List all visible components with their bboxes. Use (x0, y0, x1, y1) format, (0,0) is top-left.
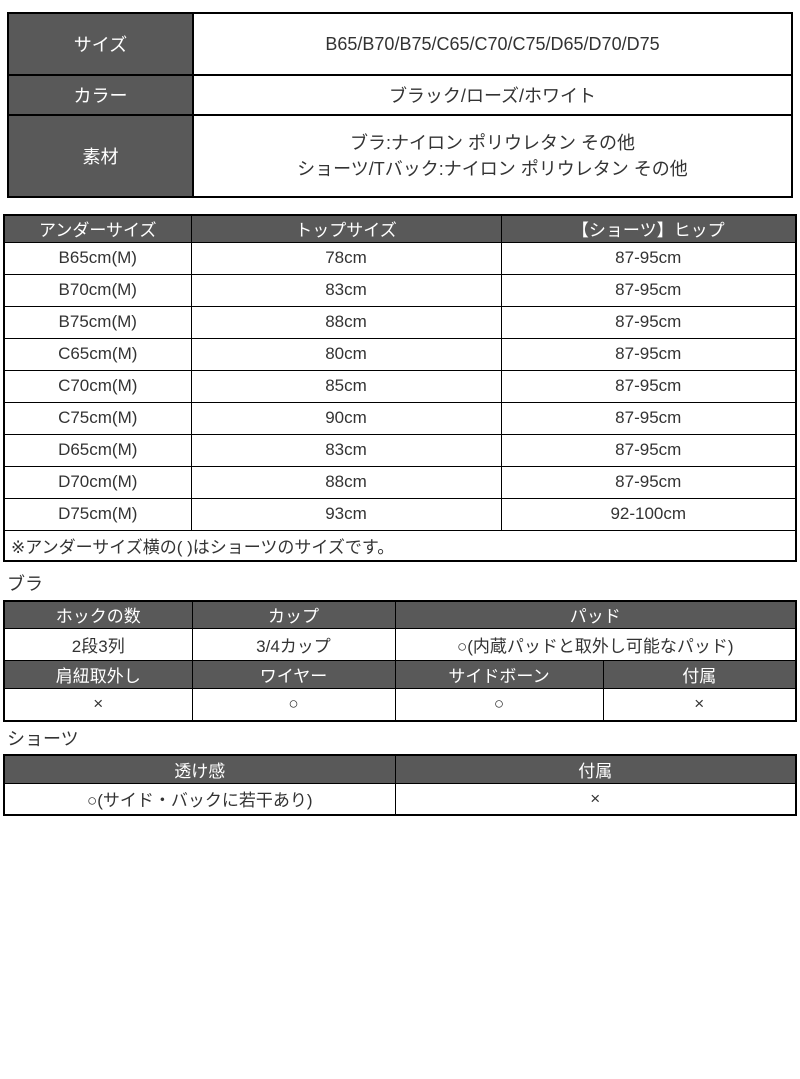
hip-cell: 92-100cm (500, 497, 797, 531)
spec-row-size: サイズ B65/B70/B75/C65/C70/C75/D65/D70/D75 (7, 12, 793, 76)
hip-cell: 87-95cm (500, 465, 797, 499)
size-row: B75cm(M) 88cm 87-95cm (3, 305, 797, 339)
col-header-accessory: 付属 (602, 660, 797, 690)
under-size-cell: C70cm(M) (3, 369, 192, 403)
spec-value-color: ブラック/ローズ/ホワイト (192, 74, 793, 116)
bra-header-row-2: 肩紐取外し ワイヤー サイドボーン 付属 (3, 660, 797, 690)
spec-label-material: 素材 (7, 114, 194, 198)
bra-header-row-1: ホックの数 カップ パッド (3, 600, 797, 630)
hip-cell: 87-95cm (500, 241, 797, 275)
shorts-spec-table: 透け感 付属 ○(サイド・バックに若干あり) × (3, 754, 797, 817)
shorts-accessory-cell: × (394, 782, 797, 816)
top-size-cell: 83cm (190, 433, 502, 467)
col-header-side-bone: サイドボーン (394, 660, 604, 690)
size-row: D70cm(M) 88cm 87-95cm (3, 465, 797, 499)
strap-removable-cell: × (3, 688, 193, 722)
under-size-cell: B70cm(M) (3, 273, 192, 307)
spec-value-material: ブラ:ナイロン ポリウレタン その他 ショーツ/Tバック:ナイロン ポリウレタン… (192, 114, 793, 198)
col-header-cup: カップ (191, 600, 396, 630)
size-row: B65cm(M) 78cm 87-95cm (3, 241, 797, 275)
bra-spec-table: ホックの数 カップ パッド 2段3列 3/4カップ ○(内蔵パッドと取外し可能な… (3, 599, 797, 722)
size-row: B70cm(M) 83cm 87-95cm (3, 273, 797, 307)
product-spec-page: サイズ B65/B70/B75/C65/C70/C75/D65/D70/D75 … (0, 12, 800, 817)
size-row: C75cm(M) 90cm 87-95cm (3, 401, 797, 435)
spec-row-material: 素材 ブラ:ナイロン ポリウレタン その他 ショーツ/Tバック:ナイロン ポリウ… (7, 114, 793, 198)
side-bone-cell: ○ (394, 688, 604, 722)
size-note-text: ※アンダーサイズ横の( )はショーツのサイズです。 (3, 529, 797, 562)
size-chart-table: アンダーサイズ トップサイズ 【ショーツ】ヒップ B65cm(M) 78cm 8… (3, 214, 797, 562)
spec-row-color: カラー ブラック/ローズ/ホワイト (7, 74, 793, 116)
top-size-cell: 90cm (190, 401, 502, 435)
size-chart-header-row: アンダーサイズ トップサイズ 【ショーツ】ヒップ (3, 214, 797, 243)
hip-cell: 87-95cm (500, 369, 797, 403)
top-size-cell: 80cm (190, 337, 502, 371)
hip-cell: 87-95cm (500, 401, 797, 435)
spec-label-size: サイズ (7, 12, 194, 76)
shorts-value-row: ○(サイド・バックに若干あり) × (3, 782, 797, 816)
top-size-cell: 78cm (190, 241, 502, 275)
material-line-shorts: ショーツ/Tバック:ナイロン ポリウレタン その他 (297, 159, 688, 179)
col-header-under-size: アンダーサイズ (3, 214, 192, 243)
size-row: C65cm(M) 80cm 87-95cm (3, 337, 797, 371)
top-size-cell: 83cm (190, 273, 502, 307)
bra-value-row-2: × ○ ○ × (3, 688, 797, 722)
size-note-row: ※アンダーサイズ横の( )はショーツのサイズです。 (3, 529, 797, 562)
wire-cell: ○ (191, 688, 396, 722)
product-spec-table: サイズ B65/B70/B75/C65/C70/C75/D65/D70/D75 … (7, 12, 793, 198)
col-header-hook-count: ホックの数 (3, 600, 193, 630)
under-size-cell: C65cm(M) (3, 337, 192, 371)
cup-cell: 3/4カップ (191, 628, 396, 662)
hip-cell: 87-95cm (500, 433, 797, 467)
size-row: D65cm(M) 83cm 87-95cm (3, 433, 797, 467)
spec-value-size: B65/B70/B75/C65/C70/C75/D65/D70/D75 (192, 12, 793, 76)
under-size-cell: B75cm(M) (3, 305, 192, 339)
hip-cell: 87-95cm (500, 337, 797, 371)
col-header-wire: ワイヤー (191, 660, 396, 690)
accessory-cell: × (602, 688, 797, 722)
sheerness-cell: ○(サイド・バックに若干あり) (3, 782, 396, 816)
bra-section-label: ブラ (7, 574, 43, 594)
col-header-sheerness: 透け感 (3, 754, 396, 784)
top-size-cell: 88cm (190, 305, 502, 339)
hook-count-cell: 2段3列 (3, 628, 193, 662)
col-header-shorts-hip: 【ショーツ】ヒップ (500, 214, 797, 243)
col-header-pad: パッド (394, 600, 797, 630)
under-size-cell: B65cm(M) (3, 241, 192, 275)
shorts-section-label: ショーツ (7, 728, 79, 749)
top-size-cell: 93cm (190, 497, 502, 531)
top-size-cell: 85cm (190, 369, 502, 403)
hip-cell: 87-95cm (500, 305, 797, 339)
pad-cell: ○(内蔵パッドと取外し可能なパッド) (394, 628, 797, 662)
under-size-cell: D70cm(M) (3, 465, 192, 499)
hip-cell: 87-95cm (500, 273, 797, 307)
col-header-strap-removable: 肩紐取外し (3, 660, 193, 690)
material-line-bra: ブラ:ナイロン ポリウレタン その他 (349, 132, 635, 153)
shorts-header-row: 透け感 付属 (3, 754, 797, 784)
under-size-cell: D65cm(M) (3, 433, 192, 467)
top-size-cell: 88cm (190, 465, 502, 499)
col-header-top-size: トップサイズ (190, 214, 502, 243)
size-row: D75cm(M) 93cm 92-100cm (3, 497, 797, 531)
under-size-cell: C75cm(M) (3, 401, 192, 435)
spec-label-color: カラー (7, 74, 194, 116)
col-header-shorts-accessory: 付属 (394, 754, 797, 784)
under-size-cell: D75cm(M) (3, 497, 192, 531)
size-row: C70cm(M) 85cm 87-95cm (3, 369, 797, 403)
bra-value-row-1: 2段3列 3/4カップ ○(内蔵パッドと取外し可能なパッド) (3, 628, 797, 662)
